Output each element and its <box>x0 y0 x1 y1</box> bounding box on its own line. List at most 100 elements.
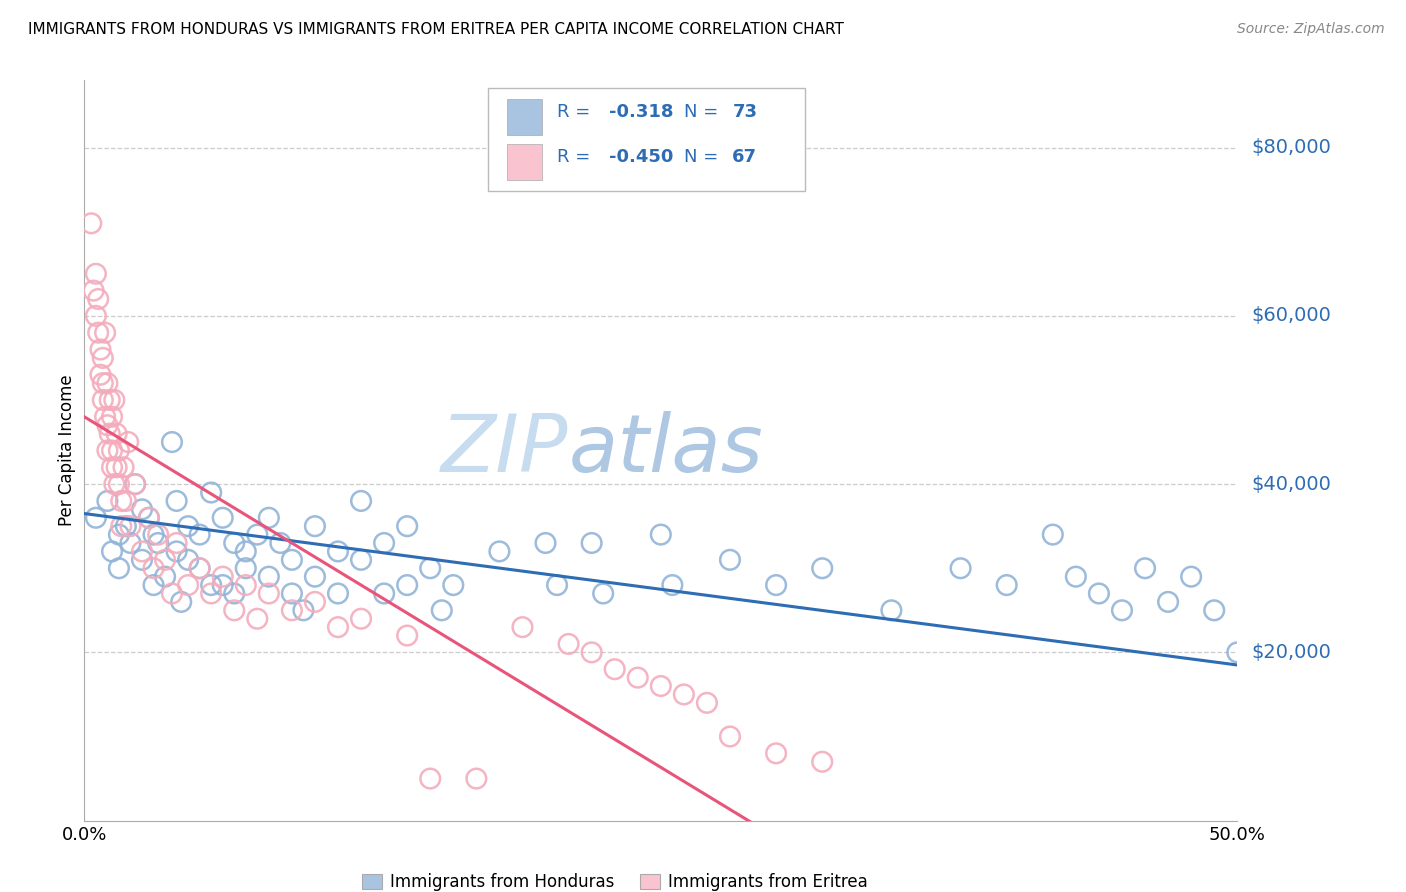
Point <box>87 292 110 306</box>
Point <box>235 578 257 592</box>
Point <box>396 628 419 642</box>
Point <box>512 620 534 634</box>
Point <box>995 578 1018 592</box>
Point <box>200 578 222 592</box>
Point <box>661 578 683 592</box>
Point <box>441 578 464 592</box>
Point <box>188 561 211 575</box>
Point <box>170 595 193 609</box>
Point <box>138 510 160 524</box>
Point <box>89 343 111 357</box>
Point <box>235 561 257 575</box>
Point <box>811 755 834 769</box>
Text: $20,000: $20,000 <box>1251 643 1331 662</box>
Point <box>765 747 787 761</box>
Point <box>146 536 169 550</box>
Point <box>1064 569 1087 583</box>
Point <box>142 527 165 541</box>
Point <box>880 603 903 617</box>
Point <box>765 578 787 592</box>
Point <box>592 586 614 600</box>
Point <box>101 443 124 458</box>
Point <box>650 679 672 693</box>
Bar <box>508 99 543 135</box>
Point <box>105 426 128 441</box>
Point <box>160 586 183 600</box>
Point <box>120 536 142 550</box>
Point <box>105 460 128 475</box>
Point <box>96 418 118 433</box>
Text: atlas: atlas <box>568 411 763 490</box>
Point <box>153 569 176 583</box>
Text: -0.318: -0.318 <box>609 103 673 120</box>
Point <box>1204 603 1226 617</box>
Text: $40,000: $40,000 <box>1251 475 1331 493</box>
Point <box>177 553 200 567</box>
Point <box>396 578 419 592</box>
Point <box>350 494 373 508</box>
FancyBboxPatch shape <box>488 87 806 191</box>
Point <box>98 426 121 441</box>
Point <box>124 477 146 491</box>
Text: Source: ZipAtlas.com: Source: ZipAtlas.com <box>1237 22 1385 37</box>
Point <box>89 368 111 382</box>
Point <box>811 561 834 575</box>
Point <box>166 494 188 508</box>
Point <box>112 460 135 475</box>
Legend: Immigrants from Honduras, Immigrants from Eritrea: Immigrants from Honduras, Immigrants fro… <box>356 866 875 892</box>
Point <box>91 351 114 365</box>
Point <box>224 536 246 550</box>
Text: IMMIGRANTS FROM HONDURAS VS IMMIGRANTS FROM ERITREA PER CAPITA INCOME CORRELATIO: IMMIGRANTS FROM HONDURAS VS IMMIGRANTS F… <box>28 22 844 37</box>
Bar <box>508 145 543 180</box>
Point <box>108 561 131 575</box>
Point <box>627 671 650 685</box>
Point <box>696 696 718 710</box>
Point <box>292 603 315 617</box>
Point <box>166 536 188 550</box>
Point <box>117 435 139 450</box>
Point <box>84 309 107 323</box>
Point <box>281 603 304 617</box>
Point <box>718 730 741 744</box>
Point <box>96 376 118 391</box>
Point <box>160 435 183 450</box>
Point <box>166 544 188 558</box>
Point <box>350 612 373 626</box>
Point <box>84 510 107 524</box>
Point <box>257 586 280 600</box>
Point <box>108 477 131 491</box>
Point <box>200 586 222 600</box>
Point <box>581 536 603 550</box>
Point <box>1088 586 1111 600</box>
Point <box>177 519 200 533</box>
Point <box>101 544 124 558</box>
Text: N =: N = <box>683 103 724 120</box>
Point <box>1133 561 1156 575</box>
Point <box>1180 569 1202 583</box>
Text: ZIP: ZIP <box>441 411 568 490</box>
Point <box>603 662 626 676</box>
Point <box>488 544 510 558</box>
Point <box>94 409 117 424</box>
Point <box>246 527 269 541</box>
Point <box>96 443 118 458</box>
Point <box>465 772 488 786</box>
Point <box>177 578 200 592</box>
Text: N =: N = <box>683 148 724 166</box>
Point <box>84 267 107 281</box>
Point <box>124 477 146 491</box>
Point <box>350 553 373 567</box>
Y-axis label: Per Capita Income: Per Capita Income <box>58 375 76 526</box>
Point <box>131 553 153 567</box>
Point <box>87 326 110 340</box>
Point <box>949 561 972 575</box>
Point <box>1226 645 1249 659</box>
Point <box>534 536 557 550</box>
Point <box>211 510 233 524</box>
Point <box>257 510 280 524</box>
Point <box>80 216 103 230</box>
Point <box>188 527 211 541</box>
Text: -0.450: -0.450 <box>609 148 673 166</box>
Point <box>108 443 131 458</box>
Point <box>281 586 304 600</box>
